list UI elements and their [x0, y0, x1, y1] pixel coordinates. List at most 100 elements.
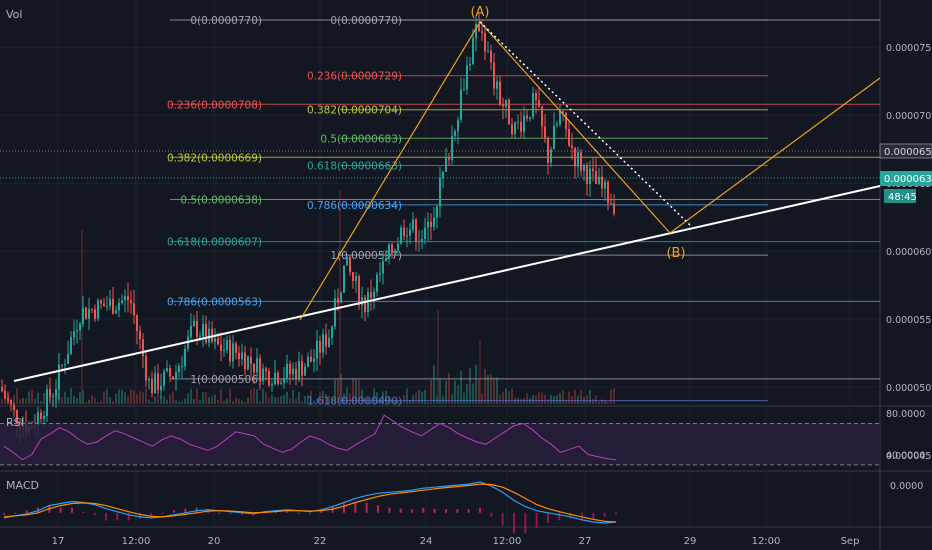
current-price-tag: 0.0000633 — [880, 171, 932, 186]
volume-bar — [445, 380, 447, 404]
candle-body — [553, 125, 555, 150]
volume-bar — [391, 398, 393, 404]
candle-body — [139, 331, 141, 340]
candle-body — [151, 378, 153, 394]
volume-bar — [385, 390, 387, 404]
volume-bar — [82, 390, 84, 404]
volume-bar — [67, 396, 69, 404]
volume-bar — [463, 392, 465, 404]
candle-body — [91, 308, 93, 310]
candle-body — [409, 229, 411, 236]
fib-level-left-label: 0(0.0000770) — [190, 15, 262, 27]
candle-body — [607, 181, 609, 204]
candle-body — [388, 244, 390, 259]
main-panel-label: Vol — [6, 8, 22, 21]
candle-body — [190, 325, 192, 337]
candle-body — [442, 172, 444, 179]
volume-bar — [388, 395, 390, 404]
macd-histogram-bar — [241, 512, 243, 515]
candle-body — [505, 99, 507, 107]
macd-histogram-bar — [93, 512, 96, 516]
candle-body — [94, 309, 96, 319]
volume-bar — [220, 389, 222, 404]
candle-body — [100, 300, 102, 304]
rsi-panel-label: RSI — [6, 416, 24, 429]
candle-body — [235, 343, 237, 353]
candle-body — [37, 412, 39, 427]
candle-body — [589, 168, 591, 185]
candle-body — [175, 372, 177, 379]
volume-bar — [415, 392, 417, 404]
volume-bar — [499, 395, 501, 404]
candle-body — [67, 353, 69, 365]
candle-body — [289, 363, 291, 375]
volume-bar — [292, 389, 294, 404]
candle-body — [436, 206, 438, 218]
candle-body — [52, 396, 54, 398]
volume-bar — [181, 401, 183, 404]
candle-body — [178, 366, 180, 373]
volume-bar — [178, 401, 180, 404]
fib-level-right-label: 0(0.0000770) — [330, 15, 402, 27]
countdown-tag: 48:45 — [884, 189, 917, 203]
volume-bar — [442, 395, 444, 404]
candle-body — [559, 111, 561, 125]
candle-body — [160, 385, 162, 391]
volume-bar — [544, 394, 546, 404]
candle-body — [307, 356, 309, 367]
volume-bar — [574, 389, 576, 404]
candle-body — [334, 298, 336, 327]
volume-bar — [88, 399, 90, 404]
candle-body — [343, 265, 345, 293]
x-tick-label: 24 — [420, 536, 433, 547]
volume-bar — [313, 400, 315, 404]
volume-bar — [430, 380, 432, 404]
volume-bar — [319, 392, 321, 404]
volume-bar — [439, 379, 441, 404]
candle-body — [457, 119, 459, 132]
volume-bar — [277, 397, 279, 404]
candle-body — [508, 99, 510, 125]
volume-bar — [427, 401, 429, 404]
candle-body — [502, 104, 504, 107]
fib-level-left-label: 0.236(0.0000708) — [167, 99, 262, 111]
volume-bar — [184, 398, 186, 404]
candle-body — [256, 358, 258, 373]
volume-bar — [331, 398, 333, 404]
candle-body — [154, 373, 156, 394]
candle-body — [325, 334, 327, 347]
candle-body — [196, 320, 198, 337]
upper-price-tag-label: 0.0000656 — [884, 147, 932, 158]
volume-bar — [349, 393, 351, 404]
candle-body — [568, 129, 570, 146]
candle-body — [421, 239, 423, 241]
candle-body — [463, 89, 465, 91]
macd-histogram-bar — [433, 508, 436, 513]
volume-bar — [283, 394, 285, 404]
candle-body — [415, 219, 417, 242]
candle-body — [355, 276, 357, 282]
volume-bar — [223, 400, 225, 404]
candle-body — [496, 81, 498, 89]
macd-histogram-bar — [388, 507, 391, 513]
candle-body — [478, 23, 480, 32]
candle-body — [76, 330, 78, 332]
candle-body — [580, 152, 582, 171]
x-tick-label: Sep — [841, 536, 860, 547]
volume-bar — [454, 380, 456, 404]
candle-body — [517, 121, 519, 123]
volume-bar — [316, 398, 318, 404]
macd-histogram-bar — [343, 503, 345, 513]
candle-body — [103, 303, 105, 307]
volume-bar — [451, 394, 453, 404]
volume-bar — [505, 388, 507, 404]
candle-body — [253, 363, 255, 373]
candle-body — [586, 165, 588, 185]
candle-body — [157, 373, 159, 391]
fib-level-right-label: 0.236(0.0000729) — [307, 71, 402, 83]
macd-histogram-bar — [365, 502, 368, 513]
macd-histogram-bar — [82, 511, 85, 513]
macd-histogram-bar — [229, 512, 232, 515]
